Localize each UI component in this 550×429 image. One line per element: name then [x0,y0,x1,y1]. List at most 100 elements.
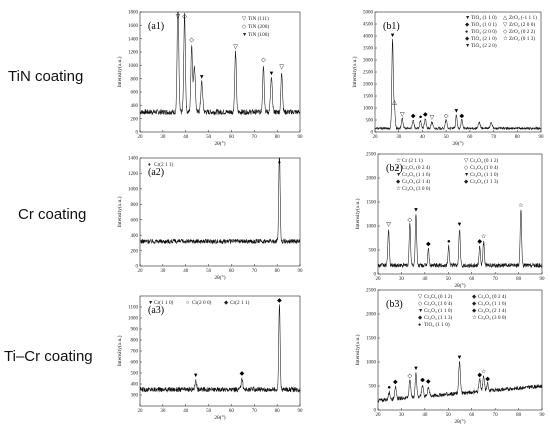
panel-label: (a1) [148,21,164,32]
peak-marker: ◆ [240,371,245,377]
legend-symbol: ☆ [396,158,401,164]
xrd-pattern-line [139,304,301,393]
panel-label: (b1) [383,21,400,32]
y-tick-label: 2000 [363,83,374,88]
x-tick-label: 50 [206,269,212,274]
x-tick-label: 60 [467,135,473,140]
peak-marker: ● [447,239,451,245]
x-tick-label: 80 [275,269,281,274]
y-tick-label: 4000 [363,35,374,40]
legend-symbol: ◇ [242,24,246,30]
y-tick-label: 1000 [366,361,377,366]
y-tick-label: 1800 [128,11,139,16]
plot-frame [139,157,301,267]
row-label-cr: Cr coating [18,206,87,223]
x-tick-label: 80 [275,135,281,140]
x-tick-label: 60 [229,135,235,140]
y-tick-label: 700 [131,350,139,355]
legend-symbol: ▼ [396,172,401,178]
y-tick-label: 400 [131,104,139,109]
y-tick-label: 1600 [128,24,139,29]
x-tick-label: 50 [444,135,450,140]
x-tick-label: 50 [446,277,452,282]
legend-label: ZrO₂ (2 0 0) [509,21,535,28]
y-axis-label: Intensity(a.u.) [116,196,123,227]
x-tick-label: 80 [516,277,522,282]
x-tick-label: 50 [446,413,452,418]
x-tick-label: 60 [229,409,235,414]
peak-marker: ◆ [459,113,464,119]
legend-symbol: ▼ [465,43,470,49]
x-axis-label: 2θ(°) [214,274,225,281]
y-tick-label: 900 [131,328,139,333]
x-tick-label: 20 [376,413,382,418]
legend-symbol: ▼ [242,32,247,38]
xrd-pattern-line [377,209,543,269]
y-axis-label: Intensity(a.u.) [354,198,361,229]
plot-frame [139,11,301,133]
y-tick-label: 2500 [366,153,377,158]
x-tick-label: 60 [229,269,235,274]
y-tick-label: 300 [131,394,139,399]
x-tick-label: 40 [183,135,189,140]
legend-label: Cr₂O₃ (1 1 6) [478,300,506,307]
peak-marker: ◆ [393,380,398,386]
x-tick-label: 40 [422,277,428,282]
peak-marker: ◆ [423,112,428,118]
legend-symbol: ▽ [242,16,246,22]
peak-marker: ◇ [182,14,187,20]
legend-label: Cr₂O₃ (0 2 4) [402,164,430,171]
peak-marker: ♦ [278,160,281,166]
legend-label: Cr (2 1 1) [402,157,423,164]
x-tick-label: 20 [138,135,144,140]
legend-symbol: ◇ [464,165,468,171]
peak-marker: ☆ [481,233,486,240]
y-tick-label: 600 [131,91,139,96]
xrd-chart-b1: 20 30 40 50 60 70 80 90 0 500 1000 1500 2000 2500 3000… [351,11,544,147]
y-tick-label: 400 [131,383,139,388]
legend-symbol: ▼ [418,308,423,314]
x-tick-label: 30 [160,269,166,274]
xrd-pattern-line [377,361,543,403]
y-tick-label: 3500 [363,47,374,52]
y-tick-label: 1200 [128,51,139,56]
legend-symbol: ◆ [472,308,476,314]
legend-symbol: ▼ [148,300,153,306]
legend-symbol: ◆ [472,301,476,307]
legend-symbol: ◇ [418,301,422,307]
legend-symbol: ◆ [396,179,400,185]
y-axis-label: Intensity(a.u.) [354,334,361,365]
legend-label: TiN (111) [248,15,269,22]
legend-label: TiO₂ (1 0 1) [471,21,497,28]
x-tick-label: 90 [540,413,546,418]
panel-label: (b3) [386,299,403,310]
x-axis-label: 2θ(°) [454,418,465,425]
peak-marker: ▽ [279,64,284,70]
y-tick-label: 0 [136,265,139,270]
legend-symbol: ● [465,29,468,35]
peak-marker: ◆ [485,376,490,382]
peak-marker: ▼ [457,355,463,361]
x-tick-label: 30 [399,413,405,418]
x-tick-label: 70 [252,409,257,414]
y-tick-label: 1000 [128,188,139,193]
legend-label: Cr₂O₃ (3 0 0) [478,314,506,321]
legend-label: TiO₂ (2 0 0) [471,28,497,35]
y-tick-label: 2500 [366,289,377,294]
peak-marker: ◇ [189,38,194,44]
legend-label: TiN (200) [248,23,269,30]
peak-marker: ▼ [457,222,463,228]
plot-frame [377,289,543,411]
x-tick-label: 40 [420,135,426,140]
legend-label: Cr(2 0 0) [192,299,212,306]
peak-marker: ◇ [408,374,413,380]
peak-marker: ▽ [386,222,391,228]
y-tick-label: 1000 [128,317,139,322]
legend-symbol: ◆ [418,315,422,321]
x-tick-label: 20 [138,409,144,414]
x-axis-label: 2θ(°) [454,282,465,289]
y-tick-label: 200 [131,117,139,122]
x-tick-label: 70 [493,277,499,282]
peak-marker: ▼ [453,108,459,114]
y-tick-label: 1100 [128,306,138,311]
